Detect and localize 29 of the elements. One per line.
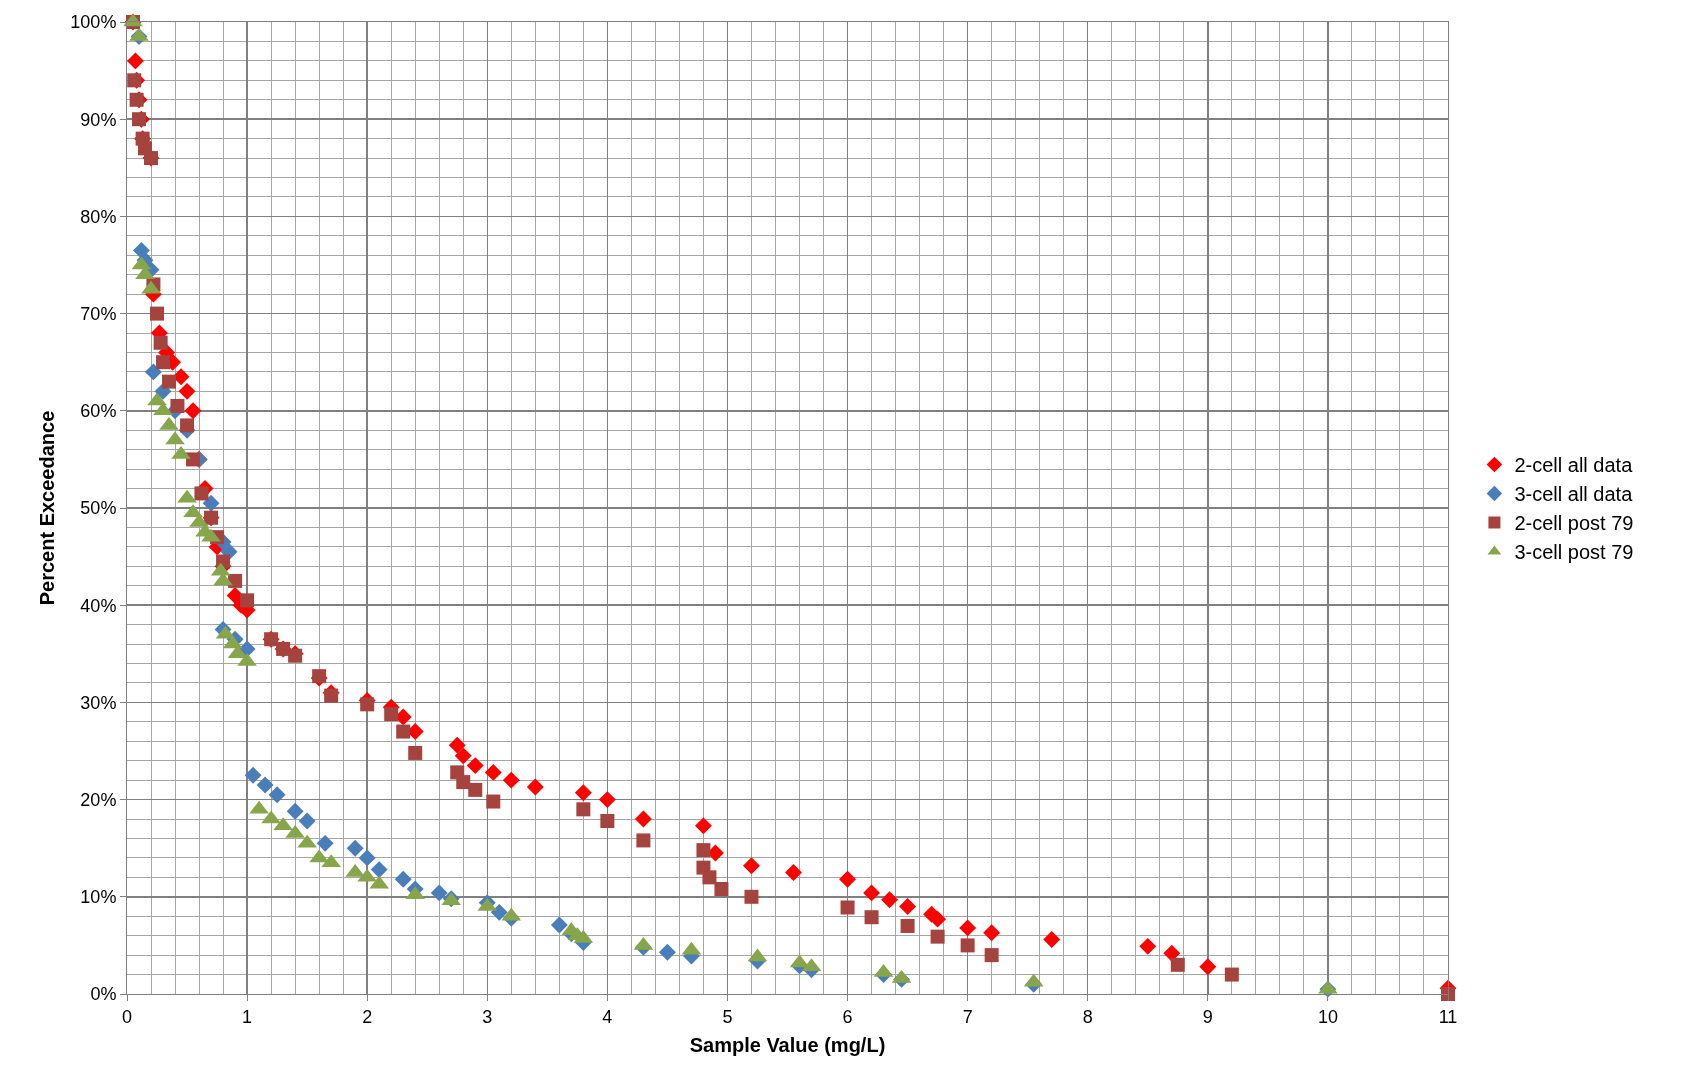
y-tick-label: 10% — [80, 887, 117, 908]
x-tick-label: 4 — [602, 1006, 613, 1027]
x-tick-label: 9 — [1202, 1006, 1213, 1027]
x-tick-label: 2 — [362, 1006, 373, 1027]
y-tick-label: 100% — [70, 12, 117, 33]
legend-label: 3-cell all data — [1514, 483, 1634, 506]
x-tick-label: 0 — [121, 1006, 133, 1027]
y-tick-label: 60% — [80, 401, 117, 422]
x-tick-label: 11 — [1438, 1006, 1458, 1027]
x-tick-label: 10 — [1317, 1006, 1338, 1027]
legend-label: 2-cell all data — [1514, 454, 1634, 477]
x-tick-label: 7 — [962, 1006, 973, 1027]
y-tick-label: 40% — [80, 595, 117, 616]
y-axis-title: Percent Exceedance — [35, 410, 58, 606]
x-tick-label: 3 — [482, 1006, 493, 1027]
x-tick-label: 5 — [722, 1006, 733, 1027]
x-tick-label: 8 — [1082, 1006, 1093, 1027]
y-tick-label: 0% — [90, 984, 117, 1005]
y-tick-label: 30% — [80, 692, 117, 713]
y-tick-label: 90% — [80, 109, 117, 130]
y-tick-label: 50% — [80, 498, 117, 519]
x-tick-label: 6 — [842, 1006, 853, 1027]
legend-label: 3-cell post 79 — [1514, 541, 1634, 564]
y-tick-label: 80% — [80, 206, 117, 227]
x-axis-title: Sample Value (mg/L) — [689, 1034, 886, 1057]
legend-label: 2-cell post 79 — [1514, 512, 1634, 535]
y-tick-label: 70% — [80, 303, 117, 324]
y-tick-label: 20% — [80, 789, 117, 810]
x-tick-label: 1 — [242, 1006, 253, 1027]
